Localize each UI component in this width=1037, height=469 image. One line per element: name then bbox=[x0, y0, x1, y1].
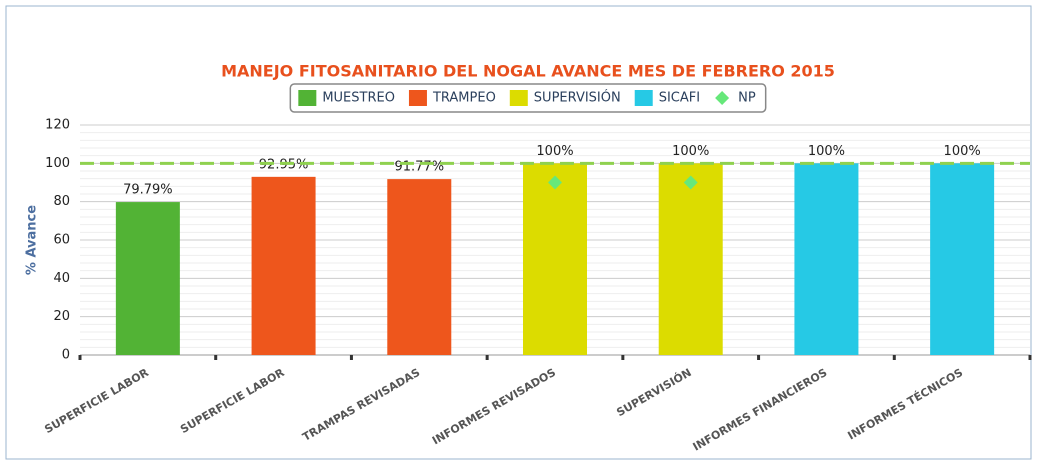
y-axis-label: % Avance bbox=[25, 205, 40, 275]
legend-label: NP bbox=[738, 91, 756, 106]
y-tick-label: 80 bbox=[53, 194, 70, 209]
value-label: 79.79% bbox=[123, 183, 173, 198]
y-tick-label: 20 bbox=[53, 309, 70, 324]
value-label: 100% bbox=[672, 144, 709, 159]
point bbox=[548, 175, 562, 190]
value-label: 100% bbox=[808, 144, 845, 159]
legend-symbol bbox=[715, 91, 730, 105]
y-tick-label: 100 bbox=[45, 156, 70, 171]
legend-symbol bbox=[634, 90, 653, 106]
bar bbox=[251, 176, 316, 355]
legend-symbol bbox=[298, 90, 317, 106]
y-tick-label: 60 bbox=[53, 233, 70, 248]
value-label: 92.95% bbox=[259, 157, 309, 172]
bar bbox=[794, 163, 859, 355]
chart-title: MANEJO FITOSANITARIO DEL NOGAL AVANCE ME… bbox=[221, 62, 835, 81]
y-tick-label: 40 bbox=[53, 271, 70, 286]
legend-label: SUPERVISIÓN bbox=[534, 90, 621, 106]
legend-label: SICAFI bbox=[659, 91, 700, 106]
x-tick bbox=[621, 355, 625, 360]
bar bbox=[523, 163, 587, 355]
value-label: 100% bbox=[536, 144, 573, 159]
legend-symbol bbox=[408, 90, 427, 106]
bar bbox=[115, 202, 180, 355]
bar bbox=[387, 179, 452, 355]
x-tick bbox=[892, 355, 896, 360]
point bbox=[683, 175, 698, 190]
x-tick bbox=[757, 355, 761, 360]
legend-symbol bbox=[509, 90, 528, 106]
y-tick-label: 120 bbox=[45, 118, 70, 133]
x-tick bbox=[485, 355, 489, 360]
value-label: 100% bbox=[944, 144, 981, 159]
x-tick bbox=[349, 355, 353, 360]
bar bbox=[658, 163, 723, 355]
x-tick bbox=[214, 355, 218, 360]
legend-label: MUESTREO bbox=[322, 91, 395, 106]
legend-label: TRAMPEO bbox=[432, 91, 496, 106]
bar bbox=[930, 163, 995, 355]
x-tick bbox=[1028, 355, 1032, 360]
x-tick bbox=[78, 355, 82, 360]
y-tick-label: 0 bbox=[62, 348, 70, 363]
